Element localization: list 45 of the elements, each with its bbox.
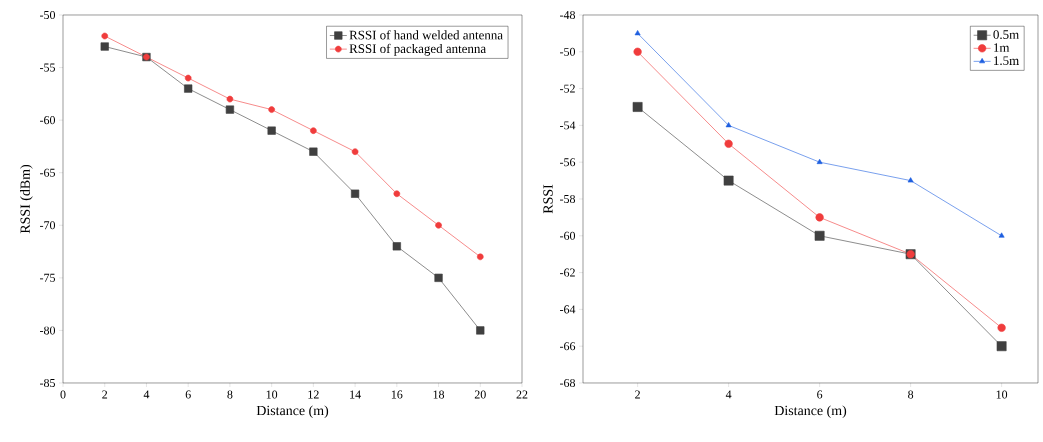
y-tick-label: -48 xyxy=(559,10,576,20)
legend-label: RSSI of hand welded antenna xyxy=(349,30,503,40)
y-tick-label: -56 xyxy=(559,158,576,167)
x-tick-label: 12 xyxy=(308,390,319,399)
y-axis-title: RSSI (dBm) xyxy=(20,164,33,234)
x-tick-label: 0 xyxy=(60,390,66,399)
y-tick-label: -85 xyxy=(39,378,56,388)
x-tick-label: 14 xyxy=(350,390,361,399)
y-tick-label: -65 xyxy=(39,168,56,177)
x-tick-label: 2 xyxy=(635,390,640,399)
x-tick-label: 16 xyxy=(391,390,403,399)
legend-label: 1.5m xyxy=(994,56,1019,66)
legend-label: 0.5m xyxy=(993,30,1019,40)
x-tick-label: 10 xyxy=(996,390,1008,399)
x-tick-label: 8 xyxy=(908,390,914,399)
x-axis-title: Distance (m) xyxy=(256,405,329,419)
x-tick-label: 18 xyxy=(433,390,445,399)
y-tick-label: -62 xyxy=(559,268,575,277)
y-tick-label: -60 xyxy=(39,116,56,125)
y-tick-label: -60 xyxy=(559,231,576,240)
x-tick-label: 10 xyxy=(266,390,278,399)
y-tick-label: -50 xyxy=(39,10,56,20)
y-tick-label: -52 xyxy=(559,84,575,93)
legend-label: 1m xyxy=(994,43,1010,52)
x-tick-label: 20 xyxy=(474,390,486,399)
x-tick-label: 8 xyxy=(227,390,233,399)
y-tick-label: -68 xyxy=(559,378,576,388)
y-tick-label: -54 xyxy=(559,121,576,130)
x-tick-label: 2 xyxy=(102,390,108,399)
y-tick-label: -80 xyxy=(39,326,56,335)
x-tick-label: 4 xyxy=(143,390,150,399)
x-tick-label: 6 xyxy=(185,390,191,399)
y-tick-label: -50 xyxy=(559,47,576,56)
y-tick-label: -55 xyxy=(39,63,56,72)
x-axis-title: Distance (m) xyxy=(774,405,847,419)
y-tick-label: -64 xyxy=(559,305,576,314)
legend-label: RSSI of packaged antenna xyxy=(349,43,486,56)
x-tick-label: 4 xyxy=(725,390,732,399)
y-tick-label: -66 xyxy=(559,342,576,351)
y-axis-title: RSSI xyxy=(543,184,553,214)
x-tick-label: 6 xyxy=(817,390,823,399)
y-tick-label: -75 xyxy=(39,273,56,282)
y-tick-label: -70 xyxy=(39,221,56,230)
x-tick-label: 22 xyxy=(516,390,528,399)
y-tick-label: -58 xyxy=(559,194,576,204)
